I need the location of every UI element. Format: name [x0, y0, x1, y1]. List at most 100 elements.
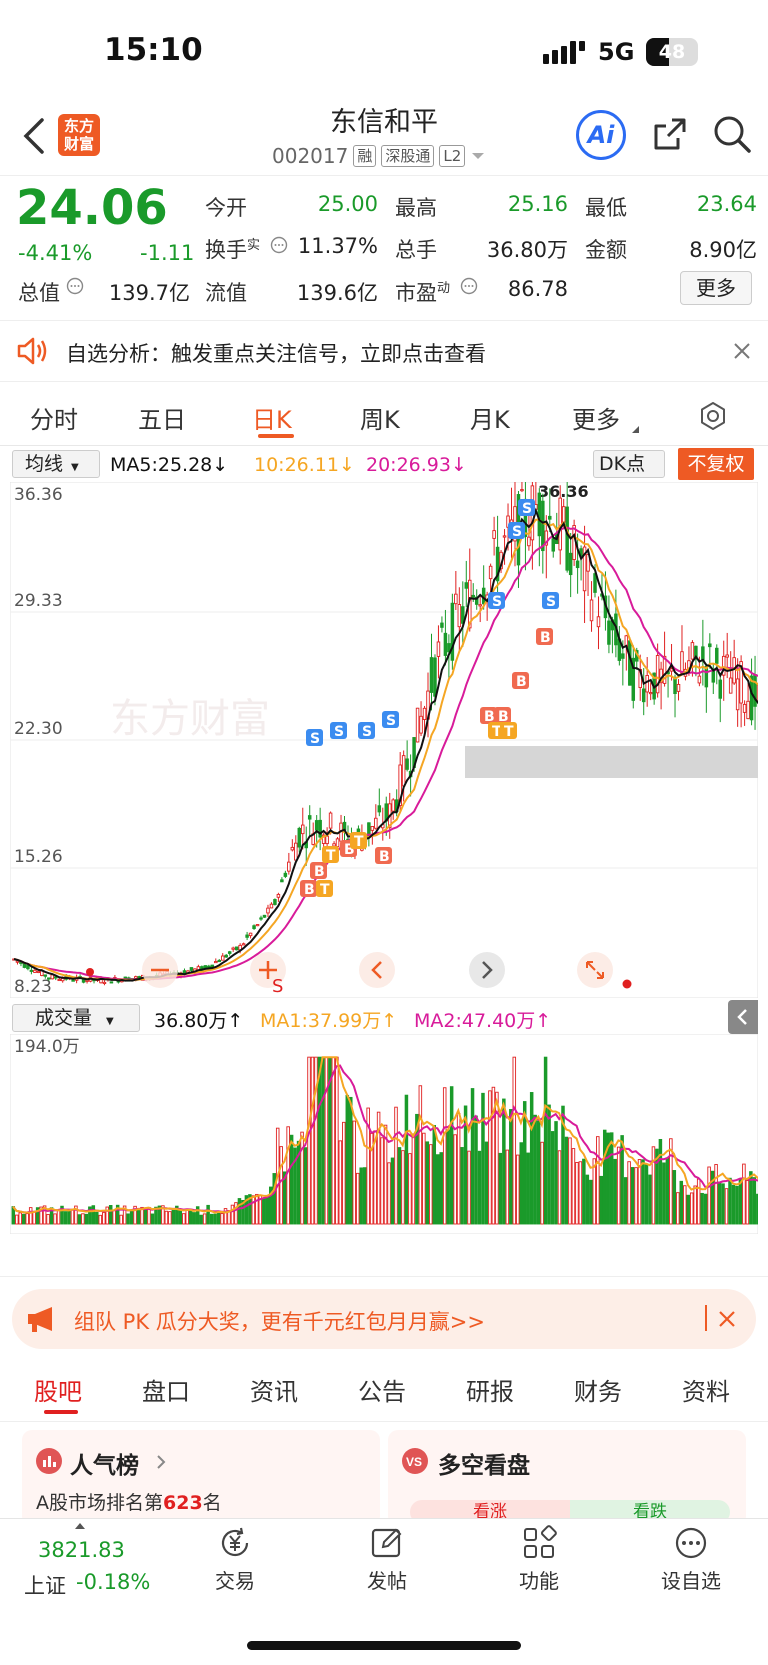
volume-bar	[310, 1056, 315, 1225]
tab-announcements[interactable]: 公告	[358, 1378, 406, 1406]
candle-body	[259, 917, 263, 920]
candle-body	[248, 932, 253, 937]
settings-icon[interactable]	[697, 400, 729, 432]
zoom-in-button[interactable]	[250, 952, 286, 988]
ai-button[interactable]: Ai	[576, 110, 626, 160]
popularity-card[interactable]	[22, 1430, 380, 1526]
post-button[interactable]: 发帖	[332, 1525, 442, 1594]
svg-text:B: B	[498, 709, 509, 725]
volume-bar	[700, 1192, 704, 1225]
tab-five-day[interactable]: 五日	[138, 406, 186, 434]
candle-body	[596, 616, 601, 628]
scroll-left-button[interactable]	[359, 952, 395, 988]
tab-monthly-k[interactable]: 月K	[470, 406, 510, 434]
kline-chart[interactable]: 东方财富 36.36 29.33 22.30 15.26 8.23 36.36 …	[10, 482, 758, 998]
volume-bar	[164, 1210, 169, 1225]
divider	[0, 1276, 768, 1277]
tab-research[interactable]: 研报	[466, 1378, 514, 1406]
trade-button[interactable]: 交易	[180, 1525, 290, 1594]
candle-body	[575, 560, 580, 569]
stock-code: 002017	[272, 144, 349, 168]
volume-bar	[749, 1171, 753, 1225]
volume-bar	[133, 1205, 137, 1225]
notice-text[interactable]: 自选分析：触发重点关注信号，立即点击查看	[66, 342, 486, 366]
functions-button[interactable]: 功能	[484, 1525, 594, 1594]
add-watchlist-button[interactable]: 设自选	[636, 1525, 746, 1594]
stock-code-row[interactable]: 002017 融 深股通 L2	[272, 144, 486, 168]
promo-text[interactable]: 组队 PK 瓜分大奖，更有千元红包月月赢>>	[74, 1310, 485, 1334]
promo-banner[interactable]	[12, 1289, 756, 1349]
signal-marker[interactable]: S	[542, 592, 559, 610]
signal-marker[interactable]: B	[494, 707, 511, 725]
signal-marker[interactable]: B	[310, 862, 327, 880]
signal-marker[interactable]: T	[322, 846, 339, 864]
adjust-toggle[interactable]: 不复权	[678, 448, 754, 480]
volume-bar	[742, 1163, 746, 1225]
tab-finance[interactable]: 财务	[574, 1378, 622, 1406]
candle-body	[280, 879, 284, 883]
index-value[interactable]: 3821.83	[38, 1538, 125, 1562]
stock-name: 东信和平	[330, 107, 438, 138]
turnover-label[interactable]: 换手实	[205, 238, 261, 262]
tab-profile[interactable]: 资料	[682, 1378, 730, 1406]
collapse-panel-button[interactable]	[728, 1000, 758, 1034]
signal-marker[interactable]: B	[536, 628, 553, 646]
signal-marker[interactable]: S	[330, 722, 347, 740]
signal-marker[interactable]: S	[306, 729, 323, 747]
index-name[interactable]: 上证	[24, 1574, 66, 1598]
amount-label: 金额	[585, 238, 627, 262]
close-icon[interactable]	[733, 342, 751, 360]
signal-marker[interactable]: S	[508, 522, 525, 540]
candle-body	[241, 943, 246, 946]
zoom-out-button[interactable]	[142, 952, 178, 988]
signal-marker[interactable]: S	[382, 711, 399, 729]
volume-bar	[502, 1098, 506, 1225]
tab-news[interactable]: 资讯	[250, 1378, 298, 1406]
expand-icon[interactable]	[577, 952, 613, 988]
candle-body	[544, 530, 549, 546]
notice-banner[interactable]	[0, 320, 768, 382]
search-icon[interactable]	[712, 114, 752, 154]
info-icon[interactable]	[66, 277, 84, 295]
pe-label[interactable]: 市盈动	[395, 281, 451, 305]
candle-body	[374, 817, 378, 829]
volume-bar	[564, 1136, 569, 1225]
tab-daily-k[interactable]: 日K	[252, 406, 292, 434]
candle-body	[301, 824, 305, 835]
candle-body	[189, 967, 194, 971]
share-icon[interactable]	[650, 114, 690, 154]
scroll-right-button[interactable]	[469, 952, 505, 988]
signal-marker[interactable]: B	[300, 880, 317, 898]
tab-more[interactable]: 更多	[572, 406, 620, 434]
candle-body	[429, 657, 434, 693]
info-icon[interactable]	[270, 236, 288, 254]
signal-marker[interactable]: T	[350, 832, 367, 850]
tab-weekly-k[interactable]: 周K	[360, 406, 400, 434]
candle-body	[749, 675, 754, 721]
tab-guba[interactable]: 股吧	[34, 1378, 82, 1406]
signal-marker[interactable]: S	[358, 722, 375, 740]
dk-point-toggle[interactable]: DK点	[593, 450, 665, 478]
signal-marker[interactable]: B	[480, 707, 497, 725]
close-icon[interactable]	[718, 1310, 736, 1328]
signal-marker[interactable]: T	[500, 722, 517, 740]
tab-pankou[interactable]: 盘口	[142, 1378, 190, 1406]
signal-marker[interactable]: S	[518, 499, 535, 517]
volume-indicator-select[interactable]: 成交量 ▼	[12, 1004, 140, 1032]
more-button[interactable]: 更多	[680, 271, 752, 305]
index-change[interactable]: -0.18%	[76, 1570, 151, 1594]
signal-marker[interactable]: B	[375, 847, 392, 865]
red-dot	[622, 979, 632, 989]
volume-chart[interactable]: 194.0万 20250403 20250603 20250729 202509…	[10, 1034, 758, 1234]
back-icon[interactable]	[22, 118, 46, 154]
ma20-value: 20:26.93↓	[366, 454, 467, 476]
candle-body	[262, 914, 267, 918]
signal-marker[interactable]: T	[316, 880, 333, 898]
indicator-select[interactable]: 均线 ▼	[12, 450, 100, 478]
tab-intraday[interactable]: 分时	[30, 406, 78, 434]
signal-marker[interactable]: S	[488, 592, 505, 610]
volume-bar	[676, 1192, 680, 1225]
volume-bar	[592, 1158, 597, 1225]
signal-marker[interactable]: B	[512, 672, 529, 690]
info-icon[interactable]	[460, 277, 478, 295]
